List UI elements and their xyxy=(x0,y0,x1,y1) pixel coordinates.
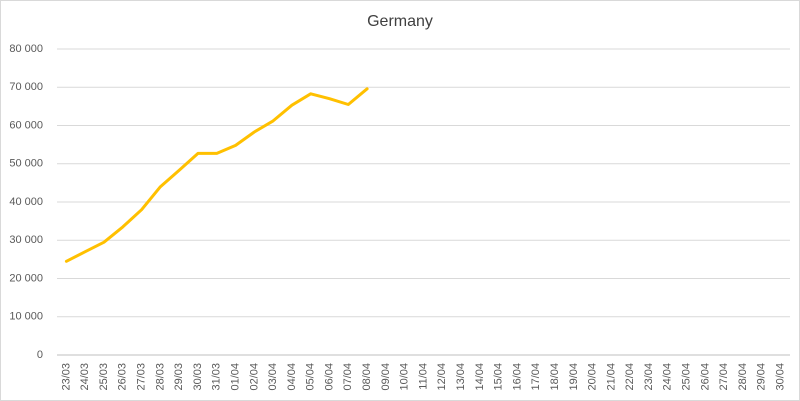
x-tick-label: 23/04 xyxy=(643,363,655,391)
chart-title: Germany xyxy=(367,13,433,30)
x-tick-label: 07/04 xyxy=(342,363,354,391)
x-tick-label: 15/04 xyxy=(493,363,505,391)
y-tick-label: 10 000 xyxy=(9,311,43,323)
x-tick-label: 28/04 xyxy=(737,363,749,391)
x-tick-label: 03/04 xyxy=(267,363,279,391)
x-tick-label: 24/04 xyxy=(662,363,674,391)
x-tick-label: 26/04 xyxy=(699,363,711,391)
x-tick-label: 18/04 xyxy=(549,363,561,391)
x-tick-label: 31/03 xyxy=(211,363,223,391)
x-tick-label: 19/04 xyxy=(568,363,580,391)
x-tick-label: 12/04 xyxy=(436,363,448,391)
x-tick-label: 25/04 xyxy=(681,363,693,391)
x-tick-label: 27/03 xyxy=(135,363,147,391)
y-tick-label: 20 000 xyxy=(9,272,43,284)
x-tick-label: 11/04 xyxy=(417,363,429,390)
x-tick-label: 27/04 xyxy=(718,363,730,391)
x-tick-label: 02/04 xyxy=(248,363,260,391)
x-tick-label: 09/04 xyxy=(380,363,392,391)
y-tick-label: 50 000 xyxy=(9,158,43,170)
x-tick-label: 10/04 xyxy=(399,363,411,391)
x-tick-label: 23/03 xyxy=(60,363,72,391)
x-tick-label: 04/04 xyxy=(286,363,298,391)
x-tick-label: 24/03 xyxy=(79,363,91,391)
y-tick-label: 60 000 xyxy=(9,119,43,131)
y-tick-label: 0 xyxy=(37,349,43,361)
x-tick-label: 20/04 xyxy=(587,363,599,391)
x-tick-label: 30/04 xyxy=(775,363,787,391)
x-tick-label: 05/04 xyxy=(305,363,317,391)
x-tick-label: 29/04 xyxy=(756,363,768,391)
x-tick-label: 25/03 xyxy=(98,363,110,391)
y-tick-label: 40 000 xyxy=(9,196,43,208)
x-tick-label: 22/04 xyxy=(624,363,636,391)
x-tick-label: 01/04 xyxy=(229,363,241,391)
y-tick-label: 30 000 xyxy=(9,234,43,246)
x-tick-label: 21/04 xyxy=(605,363,617,391)
line xyxy=(64,87,369,263)
x-tick-label: 30/03 xyxy=(192,363,204,391)
x-tick-label: 06/04 xyxy=(323,363,335,391)
x-tick-label: 14/04 xyxy=(474,363,486,391)
x-tick-label: 26/03 xyxy=(117,363,129,391)
x-tick-label: 13/04 xyxy=(455,363,467,391)
x-tick-label: 17/04 xyxy=(530,363,542,391)
x-tick-label: 16/04 xyxy=(511,363,523,391)
x-tick-label: 29/03 xyxy=(173,363,185,391)
y-tick-label: 80 000 xyxy=(9,43,43,55)
x-tick-label: 08/04 xyxy=(361,363,373,391)
x-tick-label: 28/03 xyxy=(154,363,166,391)
y-tick-label: 70 000 xyxy=(9,81,43,93)
